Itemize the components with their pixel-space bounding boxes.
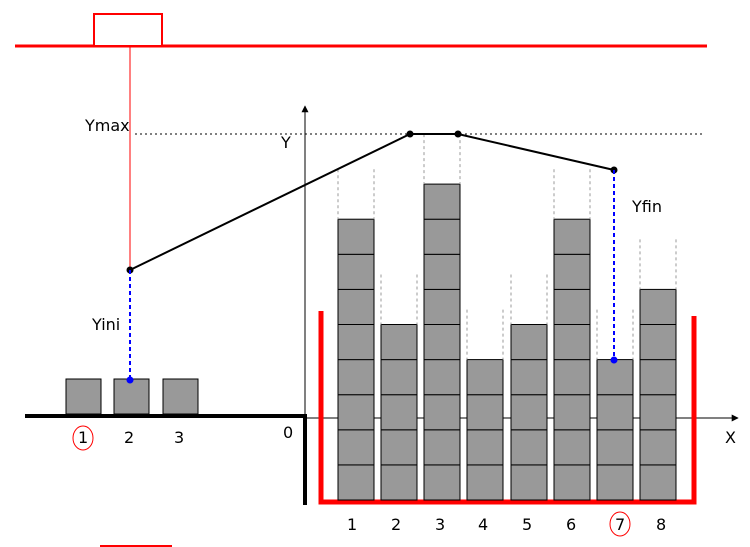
source-block bbox=[65, 378, 102, 415]
target-block bbox=[510, 429, 548, 466]
target-slot-label: 1 bbox=[347, 515, 357, 534]
target-slot-labels: 1 2 3 4 5 6 7 8 bbox=[347, 515, 666, 534]
target-block bbox=[639, 324, 677, 361]
target-block bbox=[510, 359, 548, 396]
target-block bbox=[337, 324, 375, 361]
target-block bbox=[423, 288, 461, 325]
yini-label: Yini bbox=[91, 315, 120, 334]
place-point bbox=[610, 356, 618, 364]
target-block bbox=[639, 288, 677, 325]
target-block bbox=[423, 359, 461, 396]
target-slot-label: 6 bbox=[566, 515, 576, 534]
target-block bbox=[553, 253, 591, 290]
source-block bbox=[113, 378, 150, 415]
target-block bbox=[423, 183, 461, 220]
target-slot-label: 5 bbox=[522, 515, 532, 534]
yfin-label: Yfin bbox=[631, 197, 662, 216]
target-block bbox=[423, 394, 461, 431]
target-circled-slot bbox=[609, 511, 631, 537]
source-circled-slot bbox=[72, 425, 94, 451]
target-block bbox=[510, 464, 548, 501]
target-block bbox=[466, 394, 504, 431]
target-block bbox=[553, 394, 591, 431]
target-slot-label: 2 bbox=[391, 515, 401, 534]
target-block bbox=[553, 218, 591, 255]
source-slot-labels: 1 2 3 bbox=[78, 428, 184, 447]
target-block bbox=[466, 464, 504, 501]
target-block bbox=[380, 429, 418, 466]
source-slot-label: 2 bbox=[124, 428, 134, 447]
target-block bbox=[510, 324, 548, 361]
target-block bbox=[380, 359, 418, 396]
target-block bbox=[553, 324, 591, 361]
source-blocks bbox=[65, 378, 199, 415]
pick-point bbox=[126, 376, 134, 384]
trajectory-peak-point bbox=[406, 130, 414, 138]
target-block bbox=[596, 359, 634, 396]
target-block bbox=[337, 253, 375, 290]
target-block bbox=[337, 429, 375, 466]
target-block bbox=[337, 394, 375, 431]
target-block bbox=[639, 359, 677, 396]
source-slot-label: 1 bbox=[78, 428, 88, 447]
target-block bbox=[337, 359, 375, 396]
target-block bbox=[596, 429, 634, 466]
target-block bbox=[553, 429, 591, 466]
crane-trolley bbox=[93, 13, 163, 47]
target-block bbox=[380, 464, 418, 501]
origin-label: 0 bbox=[283, 423, 293, 442]
target-block bbox=[337, 464, 375, 501]
target-block bbox=[510, 394, 548, 431]
target-block bbox=[423, 429, 461, 466]
x-axis-label: X bbox=[725, 428, 736, 447]
column-guides bbox=[337, 134, 677, 360]
target-block bbox=[639, 464, 677, 501]
target-block bbox=[466, 359, 504, 396]
target-slot-label: 7 bbox=[615, 515, 625, 534]
target-block bbox=[553, 464, 591, 501]
target-block bbox=[423, 464, 461, 501]
target-slot-label: 3 bbox=[435, 515, 445, 534]
target-block bbox=[423, 324, 461, 361]
source-slot-label: 3 bbox=[174, 428, 184, 447]
trajectory-path bbox=[129, 133, 615, 271]
source-block bbox=[162, 378, 199, 415]
target-block bbox=[466, 429, 504, 466]
target-blocks bbox=[337, 183, 677, 501]
target-container bbox=[318, 311, 697, 505]
target-block bbox=[639, 394, 677, 431]
target-block bbox=[423, 253, 461, 290]
target-block bbox=[553, 359, 591, 396]
target-block bbox=[380, 394, 418, 431]
target-block bbox=[596, 464, 634, 501]
target-block bbox=[639, 429, 677, 466]
target-block bbox=[380, 324, 418, 361]
source-platform bbox=[25, 414, 307, 505]
target-block bbox=[337, 288, 375, 325]
target-block bbox=[596, 394, 634, 431]
target-block bbox=[337, 218, 375, 255]
trajectory-peak-point bbox=[454, 130, 462, 138]
target-slot-label: 4 bbox=[478, 515, 488, 534]
target-block bbox=[553, 288, 591, 325]
ymax-label: Ymax bbox=[84, 116, 130, 135]
target-slot-label: 8 bbox=[656, 515, 666, 534]
y-axis-label: Y bbox=[280, 133, 291, 152]
target-block bbox=[423, 218, 461, 255]
